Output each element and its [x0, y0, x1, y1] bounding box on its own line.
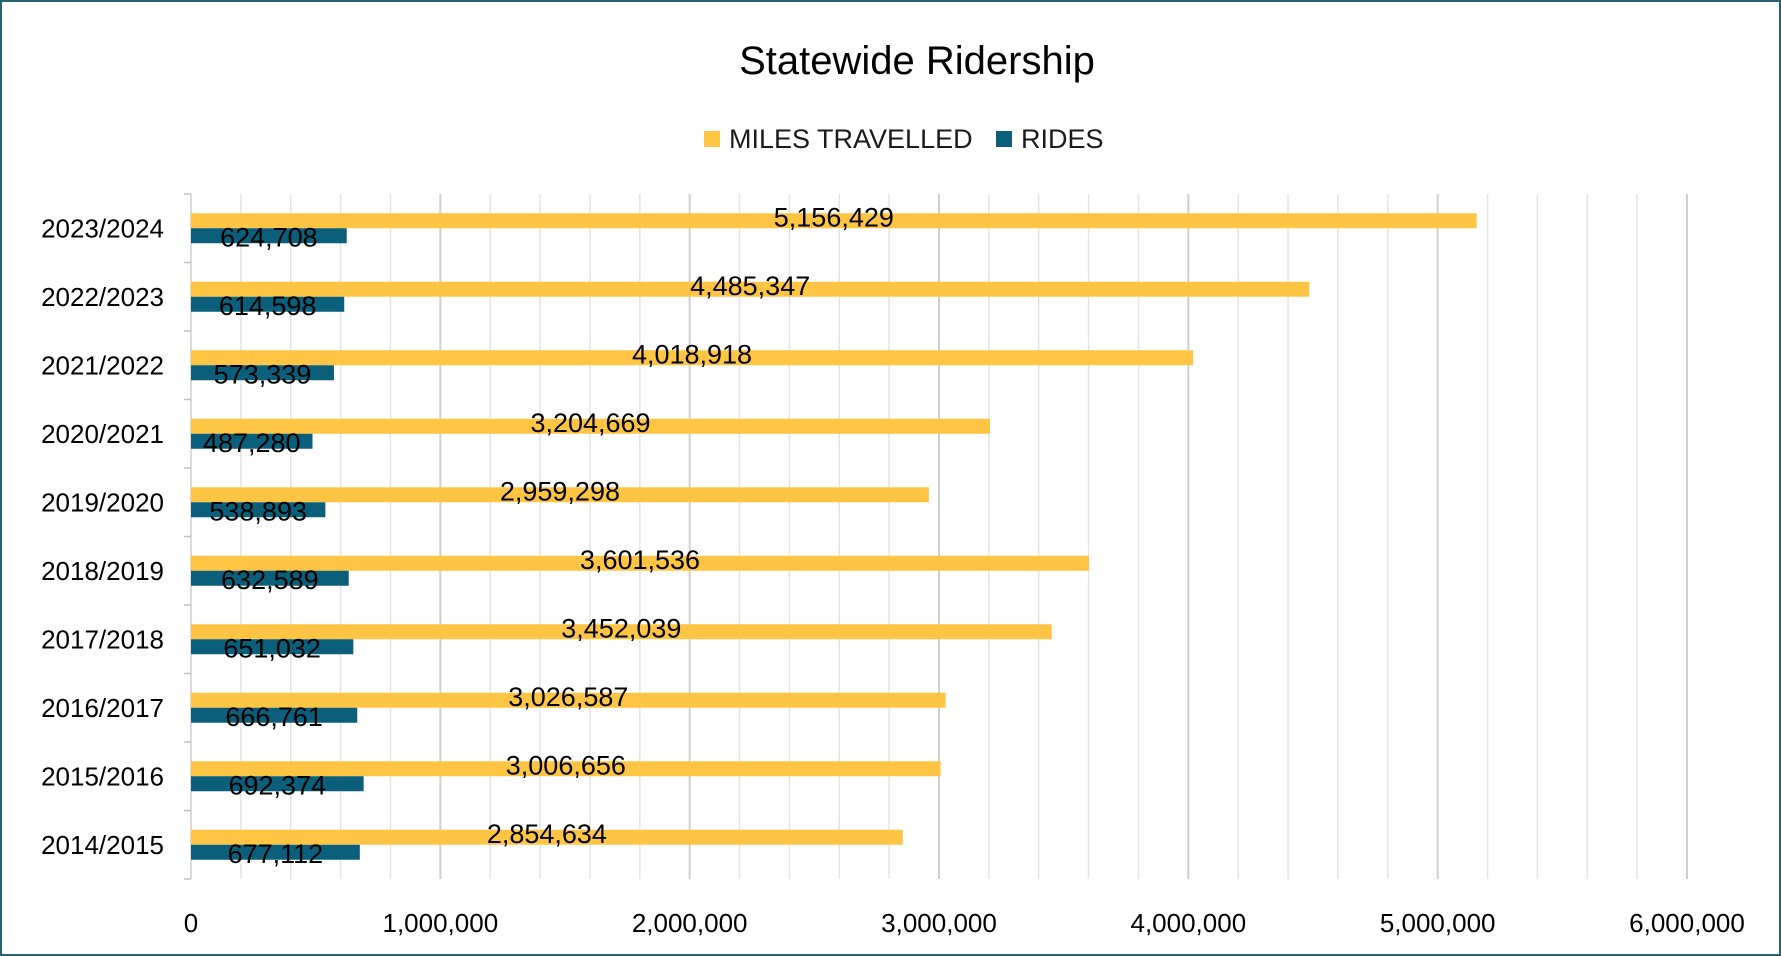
bar-rides	[191, 228, 347, 244]
x-tick-label: 3,000,000	[881, 908, 997, 938]
bar-miles-travelled	[191, 761, 941, 777]
data-label-miles-travelled: 5,156,429	[774, 202, 894, 232]
x-tick-label: 0	[184, 908, 198, 938]
y-tick-label: 2021/2022	[41, 350, 164, 380]
y-tick-label: 2015/2016	[41, 761, 164, 791]
bar-miles-travelled	[191, 829, 903, 845]
data-label-miles-travelled: 3,204,669	[530, 408, 650, 438]
legend-swatch-miles-travelled	[704, 131, 720, 147]
bar-rides	[191, 707, 358, 723]
data-label-rides: 677,112	[228, 839, 324, 869]
y-tick-label: 2023/2024	[41, 213, 164, 243]
bar-rides	[191, 502, 326, 518]
data-label-miles-travelled: 2,959,298	[500, 476, 620, 506]
bar-rides	[191, 296, 345, 312]
bar-miles-travelled	[191, 418, 991, 434]
data-label-miles-travelled: 3,601,536	[580, 545, 700, 575]
data-label-rides: 624,708	[220, 222, 318, 252]
y-tick-label: 2018/2019	[41, 556, 164, 586]
y-tick-label: 2017/2018	[41, 624, 164, 654]
data-label-rides: 573,339	[214, 359, 312, 389]
bar-miles-travelled	[191, 624, 1052, 640]
bar-rides	[191, 776, 364, 792]
bar-miles-travelled	[191, 692, 946, 708]
data-label-rides: 651,032	[223, 633, 321, 663]
x-tick-label: 4,000,000	[1130, 908, 1246, 938]
bar-miles-travelled	[191, 555, 1089, 571]
x-tick-label: 6,000,000	[1629, 908, 1745, 938]
x-tick-label: 2,000,000	[632, 908, 748, 938]
data-label-miles-travelled: 4,485,347	[690, 271, 810, 301]
data-label-miles-travelled: 3,026,587	[508, 682, 628, 712]
legend: MILES TRAVELLED RIDES	[704, 124, 1104, 154]
bar-rides	[191, 639, 354, 655]
data-label-miles-travelled: 3,452,039	[561, 613, 681, 643]
data-label-rides: 666,761	[225, 702, 323, 732]
bar-miles-travelled	[191, 281, 1310, 297]
bar-miles-travelled	[191, 213, 1477, 229]
data-label-miles-travelled: 2,854,634	[487, 819, 607, 849]
data-label-rides: 692,374	[229, 770, 327, 800]
data-label-rides: 632,589	[221, 565, 319, 595]
x-tick-label: 1,000,000	[382, 908, 498, 938]
bar-rides	[191, 844, 360, 860]
y-tick-label: 2014/2015	[41, 830, 164, 860]
legend-swatch-rides	[996, 131, 1012, 147]
bar-rides	[191, 570, 349, 586]
bar-miles-travelled	[191, 350, 1194, 366]
data-label-miles-travelled: 4,018,918	[632, 339, 752, 369]
x-tick-label: 5,000,000	[1380, 908, 1496, 938]
y-tick-label: 2016/2017	[41, 693, 164, 723]
y-tick-label: 2020/2021	[41, 419, 164, 449]
data-labels: 5,156,429 624,708 4,485,347 614,598 4,018,91…	[203, 202, 894, 869]
chart-title: Statewide Ridership	[739, 39, 1095, 83]
legend-label-miles-travelled: MILES TRAVELLED	[729, 124, 973, 154]
axes: 0 1,000,000 2,000,000 3,000,000 4,000,000 5,0…	[41, 193, 1745, 938]
bar-miles-travelled	[191, 487, 929, 503]
data-label-rides: 538,893	[209, 496, 307, 526]
bars	[191, 213, 1477, 860]
bar-rides	[191, 365, 334, 381]
y-tick-label: 2019/2020	[41, 487, 164, 517]
data-label-miles-travelled: 3,006,656	[506, 750, 626, 780]
data-label-rides: 614,598	[219, 291, 317, 321]
data-label-rides: 487,280	[203, 428, 301, 458]
legend-label-rides: RIDES	[1021, 124, 1104, 154]
y-tick-label: 2022/2023	[41, 282, 164, 312]
bar-rides	[191, 433, 313, 449]
